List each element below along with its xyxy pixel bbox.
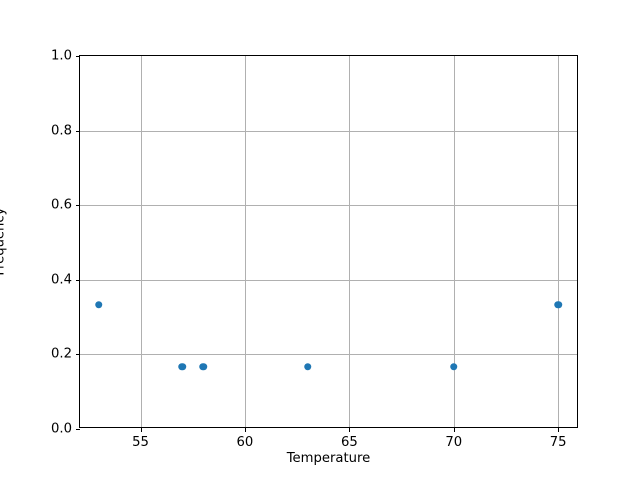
- data-point: [554, 301, 562, 309]
- data-point: [95, 301, 103, 309]
- y-tick-label: 0.2: [51, 346, 72, 362]
- data-point: [178, 362, 187, 371]
- y-tick-label: 0.4: [51, 272, 72, 288]
- y-axis-label-text: Frequency: [0, 207, 8, 276]
- x-tick-label: 75: [549, 435, 567, 450]
- x-tick: [140, 427, 142, 432]
- y-tick: [75, 205, 80, 207]
- y-tick-label: 0.6: [51, 197, 72, 213]
- x-tick: [558, 427, 560, 432]
- gridline-horizontal: [80, 279, 577, 281]
- gridline-vertical: [244, 56, 246, 427]
- gridline-vertical: [349, 56, 351, 427]
- y-tick: [75, 354, 80, 356]
- x-axis-label: Temperature: [286, 451, 371, 466]
- gridline-horizontal: [80, 205, 577, 207]
- data-point: [303, 362, 312, 371]
- data-point: [449, 362, 458, 371]
- y-tick-label: 1.0: [51, 48, 72, 64]
- gridline-horizontal: [80, 354, 577, 356]
- y-tick: [75, 130, 80, 132]
- data-point: [199, 362, 207, 371]
- x-tick: [244, 427, 246, 432]
- x-tick-label: 55: [132, 435, 149, 450]
- x-tick-label: 60: [236, 435, 254, 450]
- y-tick: [75, 279, 80, 281]
- x-tick-label: 70: [445, 435, 463, 450]
- y-tick-label: 0.8: [51, 122, 72, 138]
- gridline-vertical: [453, 56, 455, 427]
- x-tick: [453, 427, 455, 432]
- plot-area: 0.0 0.2 0.4 0.6 0.8 1.0 55 60 65 70 75: [51, 49, 578, 449]
- y-tick: [75, 429, 80, 430]
- x-tick-label: 65: [340, 435, 358, 450]
- x-tick: [349, 427, 351, 432]
- y-tick: [75, 56, 80, 57]
- gridline-vertical: [140, 56, 142, 427]
- y-tick-label: 0.0: [51, 421, 72, 437]
- y-axis-label: Frequency: [0, 55, 34, 428]
- gridline-vertical: [558, 56, 560, 427]
- gridline-horizontal: [80, 130, 577, 132]
